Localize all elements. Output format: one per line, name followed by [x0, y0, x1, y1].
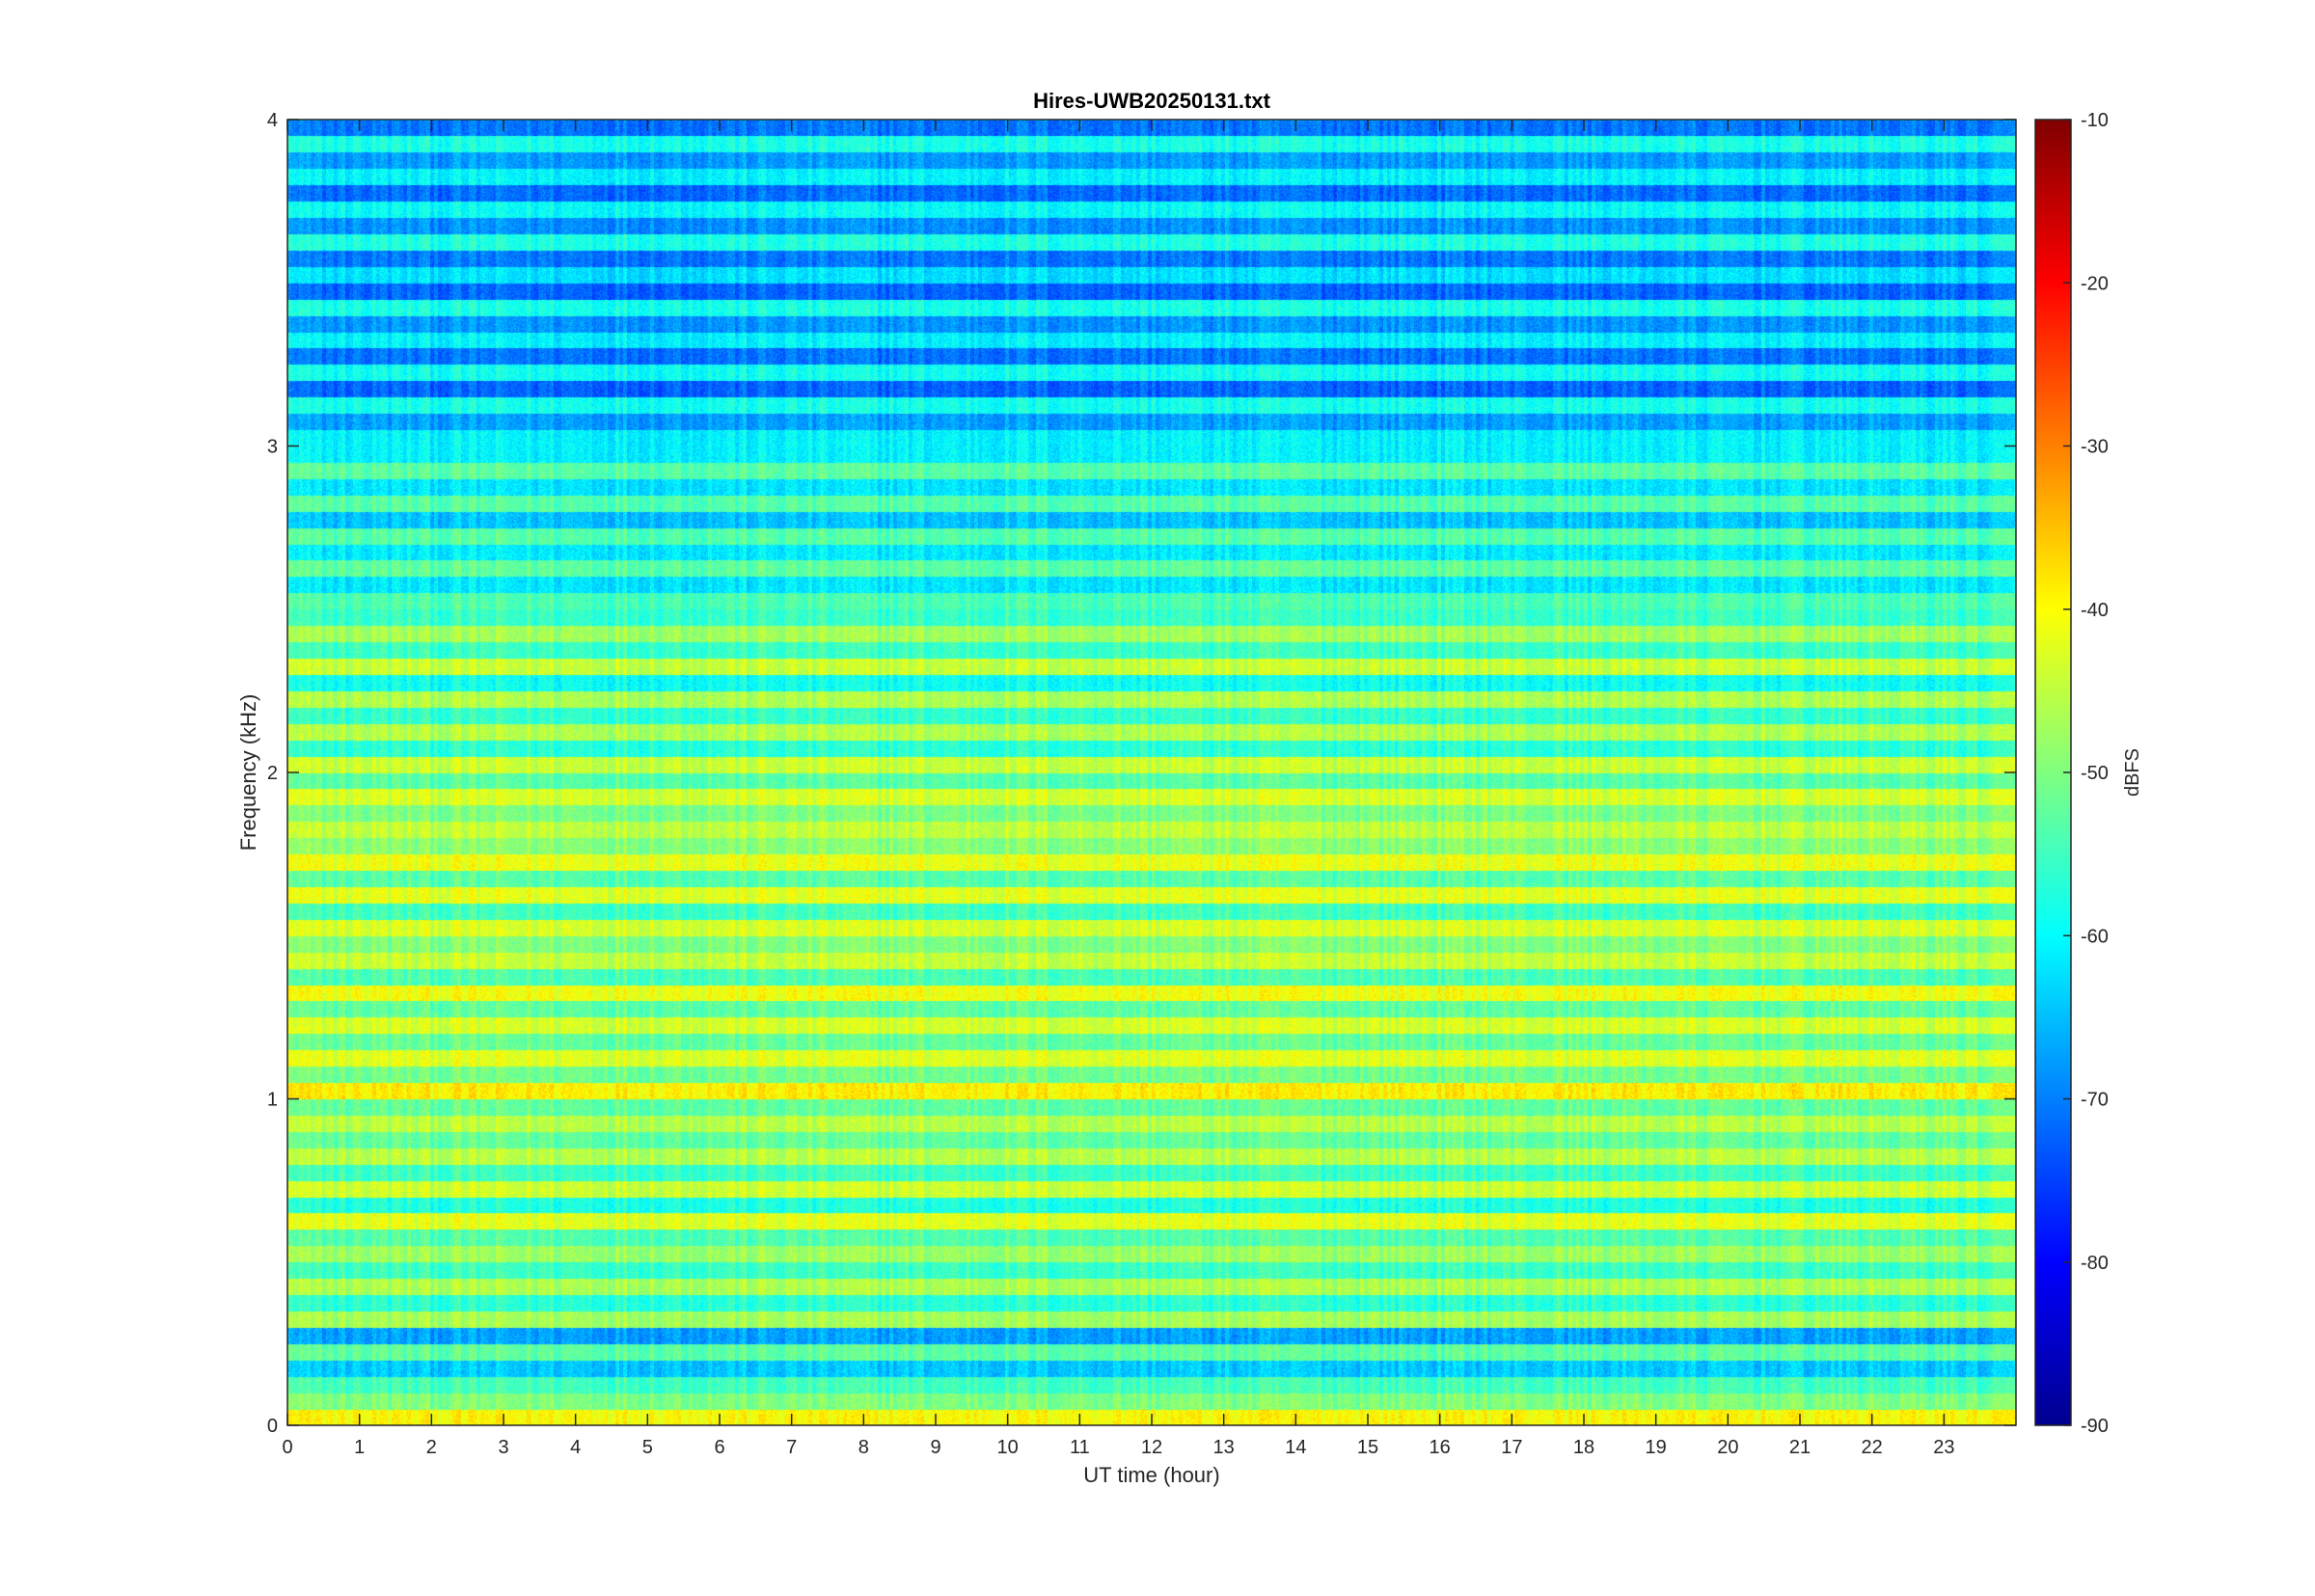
colorbar-tick-label: -50 [2081, 763, 2109, 784]
x-tick-label: 14 [1285, 1437, 1306, 1458]
colorbar-tick-label: -40 [2081, 600, 2109, 621]
x-tick-label: 4 [570, 1437, 581, 1458]
x-tick-label: 0 [282, 1437, 292, 1458]
x-tick-label: 12 [1141, 1437, 1162, 1458]
chart-title: Hires-UWB20250131.txt [1033, 89, 1270, 113]
colorbar-tick-label: -20 [2081, 273, 2109, 294]
y-axis-label: Frequency (kHz) [236, 694, 260, 852]
x-tick-label: 22 [1862, 1437, 1883, 1458]
x-tick-label: 5 [642, 1437, 653, 1458]
x-tick-label: 19 [1646, 1437, 1667, 1458]
colorbar-tick-label: -30 [2081, 437, 2109, 458]
x-tick-label: 15 [1357, 1437, 1378, 1458]
y-tick-label: 4 [267, 110, 278, 131]
colorbar-tick-label: -70 [2081, 1090, 2109, 1111]
colorbar-tick-label: -10 [2081, 110, 2109, 131]
x-tick-label: 23 [1933, 1437, 1954, 1458]
colorbar-tick-label: -60 [2081, 926, 2109, 947]
x-tick-label: 2 [426, 1437, 437, 1458]
x-tick-label: 11 [1070, 1437, 1090, 1458]
x-tick-label: 8 [858, 1437, 869, 1458]
x-tick-label: 3 [498, 1437, 508, 1458]
x-tick-label: 20 [1717, 1437, 1738, 1458]
colorbar-tick-label: -80 [2081, 1253, 2109, 1274]
y-tick-label: 0 [267, 1416, 278, 1437]
x-tick-label: 21 [1789, 1437, 1811, 1458]
plot-area [287, 120, 2016, 1425]
y-tick-label: 1 [267, 1090, 278, 1111]
x-tick-label: 1 [354, 1437, 365, 1458]
y-axis: 0 1 2 3 4 [267, 110, 2016, 1437]
x-tick-label: 18 [1573, 1437, 1594, 1458]
y-tick-label: 3 [267, 437, 278, 458]
y-tick-label: 2 [267, 763, 278, 784]
x-axis: 0 1 2 3 4 5 6 7 8 9 10 11 12 13 14 15 16 17 18 19 20 21 22 23 [282, 120, 1954, 1458]
x-axis-label: UT time (hour) [1083, 1463, 1219, 1487]
colorbar-axis: -90 -80 -70 -60 -50 -40 -30 -20 -10 [2063, 110, 2109, 1437]
colorbar-label: dBFS [2122, 748, 2143, 797]
x-tick-label: 6 [714, 1437, 724, 1458]
x-tick-label: 16 [1430, 1437, 1451, 1458]
x-tick-label: 17 [1501, 1437, 1522, 1458]
x-tick-label: 10 [997, 1437, 1019, 1458]
x-tick-label: 9 [930, 1437, 940, 1458]
colorbar-tick-label: -90 [2081, 1416, 2109, 1437]
x-tick-label: 13 [1213, 1437, 1235, 1458]
x-tick-label: 7 [786, 1437, 797, 1458]
